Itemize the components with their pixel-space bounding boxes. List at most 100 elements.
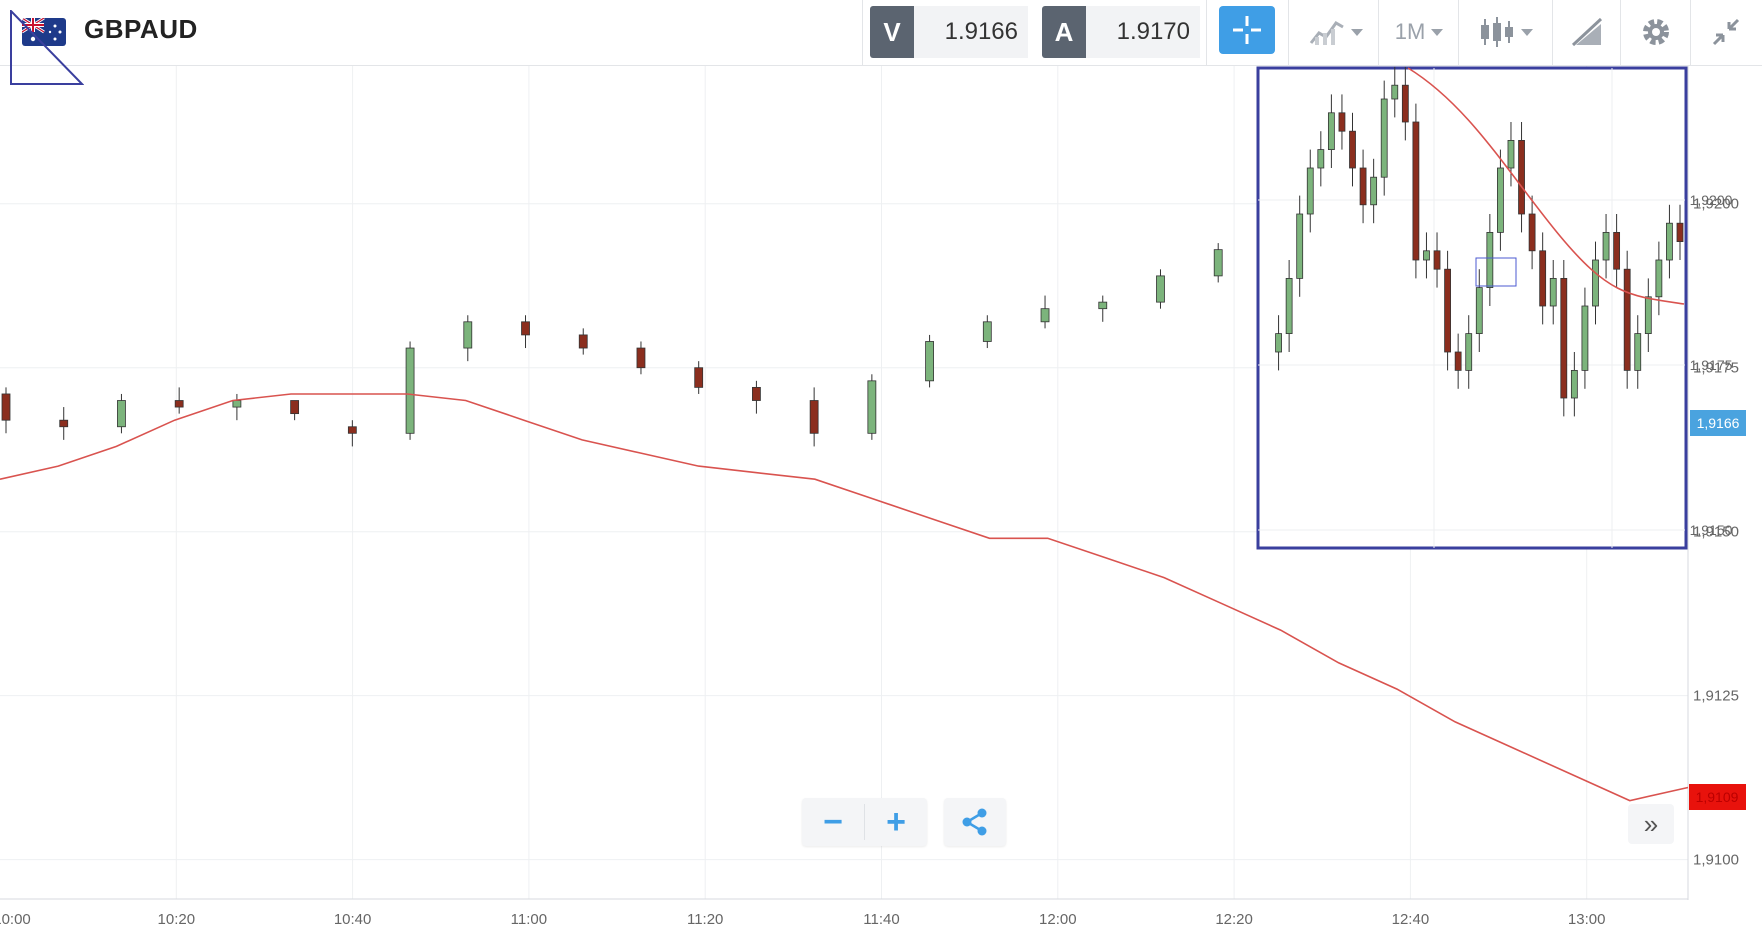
toolbar-divider <box>1288 0 1289 66</box>
inset-y-label: 1,9150 <box>1690 522 1733 538</box>
timeframe-selector[interactable]: 1M <box>1382 6 1456 58</box>
candle <box>809 387 819 447</box>
inset-candle <box>1676 204 1684 260</box>
inset-candle-up <box>1317 149 1325 169</box>
bid-tag: V <box>870 6 914 58</box>
candle-up <box>405 347 415 434</box>
zoom-in-button[interactable]: + <box>886 802 906 841</box>
candle-up <box>1213 249 1223 277</box>
candle <box>1 387 11 434</box>
gear-icon <box>1643 19 1669 45</box>
share-icon <box>962 808 987 836</box>
inset-candle <box>1380 80 1388 196</box>
inset-candle-up <box>1423 250 1430 261</box>
zoom-out-button[interactable]: − <box>823 802 843 841</box>
inset-candle <box>1644 278 1652 352</box>
inset-candle <box>1359 149 1367 224</box>
ask-price-button[interactable]: A 1.9170 <box>1042 6 1200 58</box>
inset-candle <box>1613 214 1621 288</box>
candle-down <box>636 347 646 369</box>
inset-candle-up <box>1475 287 1483 335</box>
bid-price-button[interactable]: V 1.9166 <box>870 6 1028 58</box>
scroll-to-latest-button[interactable]: » <box>1628 804 1674 844</box>
toolbar-divider <box>1458 0 1459 66</box>
inset-candle-up <box>1486 231 1494 288</box>
inset-candle <box>1285 260 1293 352</box>
timeframe-label: 1M <box>1394 19 1426 44</box>
inset-candle <box>1306 149 1314 233</box>
crosshair-button[interactable] <box>1219 6 1275 54</box>
candle <box>1213 243 1223 283</box>
candle-down <box>174 400 184 408</box>
candle <box>521 315 530 349</box>
inset-candle <box>1423 232 1430 279</box>
price-chart[interactable]: 1,9100 1,9125 1,9150 1,9175 1,9200 10:00 10:2… <box>0 66 1762 940</box>
candle <box>174 387 184 414</box>
inset-candle <box>1539 232 1547 325</box>
settings-button[interactable] <box>1624 6 1688 58</box>
toolbar-divider <box>1206 0 1207 66</box>
collapse-button[interactable] <box>1694 6 1758 58</box>
x-tick-label: 13:00 <box>1568 911 1606 928</box>
inset-candle <box>1444 250 1451 371</box>
inset-candle <box>1327 94 1335 168</box>
inset-candle-up <box>1380 98 1388 178</box>
candle <box>867 374 877 440</box>
draw-tools-button[interactable] <box>1556 6 1618 58</box>
inset-candle <box>1391 66 1399 118</box>
chart-type-icon <box>1309 21 1344 45</box>
inset-candle <box>1581 287 1589 389</box>
inset-candle <box>1518 122 1525 233</box>
candle <box>694 361 704 394</box>
inset-candle <box>1370 158 1378 224</box>
inset-y-label: 1,9175 <box>1690 357 1733 373</box>
inset-candle <box>1592 241 1599 325</box>
inset-candle-down <box>1454 351 1462 371</box>
inset-candle <box>1655 241 1663 316</box>
share-button[interactable] <box>944 798 1006 846</box>
x-tick-label: 11:40 <box>863 911 899 928</box>
inset-candle-up <box>1285 277 1293 334</box>
toolbar-divider <box>1690 0 1691 66</box>
x-tick-label: 11:00 <box>511 911 547 928</box>
inset-candle-down <box>1338 112 1346 132</box>
toolbar: GBPAUD V 1.9166 A 1.9170 1M <box>0 0 1762 85</box>
zoom-controls: − + <box>802 798 927 846</box>
inset-candle-down <box>1539 250 1547 307</box>
bid-value: 1.9166 <box>914 6 1028 58</box>
collapse-icon <box>1712 18 1740 46</box>
inset-candle-up <box>1592 259 1599 307</box>
inset-candle-down <box>1676 222 1684 242</box>
x-tick-label: 12:20 <box>1215 911 1253 928</box>
candle <box>1098 295 1108 322</box>
x-tick-label: 12:40 <box>1392 911 1430 928</box>
candle <box>982 315 992 349</box>
x-axis-labels: 10:00 10:20 10:40 11:00 11:20 11:40 12:00 12:20… <box>0 911 1605 928</box>
candles-button[interactable] <box>1464 6 1548 58</box>
inset-candle-up <box>1634 333 1642 371</box>
candle-down <box>694 367 704 388</box>
inset-candle <box>1401 66 1409 141</box>
candle-down <box>1 393 11 421</box>
candle-up <box>1040 308 1050 323</box>
inset-candle-up <box>1275 333 1282 353</box>
y-axis-labels: 1,9100 1,9125 1,9150 1,9175 1,9200 <box>1693 196 1739 869</box>
candle <box>752 380 761 414</box>
y-tick-label: 1,9150 <box>1693 524 1739 541</box>
inset-candle <box>1666 204 1673 279</box>
toolbar-divider <box>1552 0 1553 66</box>
inset-candle-up <box>1602 231 1610 261</box>
chart-type-button[interactable] <box>1296 6 1376 58</box>
inset-candle <box>1349 112 1356 187</box>
candle <box>405 341 415 440</box>
inset-candle <box>1412 103 1420 279</box>
candle <box>1040 295 1050 329</box>
inset-candle <box>1528 195 1536 270</box>
inset-candle-up <box>1391 84 1399 100</box>
candles-icon <box>1481 17 1513 47</box>
candle <box>290 400 300 421</box>
inset-y-label: 1,9200 <box>1690 192 1733 208</box>
candle-down <box>578 334 588 349</box>
y-tick-label: 1,9100 <box>1693 852 1739 869</box>
candle <box>578 328 588 355</box>
